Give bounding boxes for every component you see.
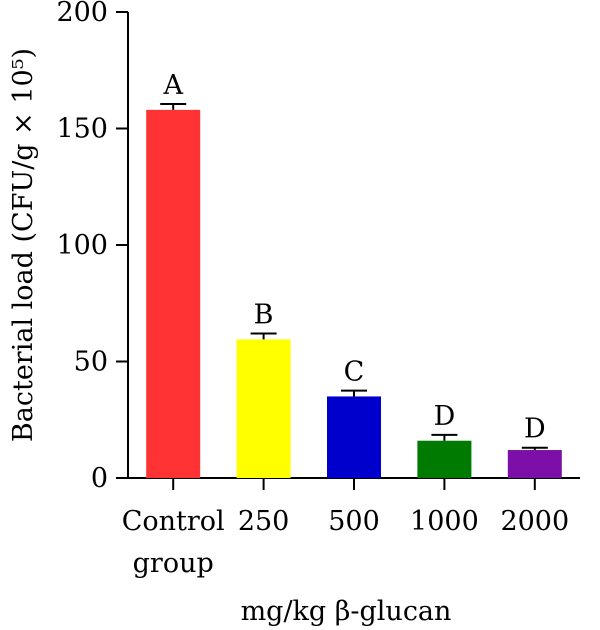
x-axis: Control group 250 500 1000 2000 — [122, 477, 580, 579]
x-tick-label: group — [133, 548, 214, 579]
y-tick-label: 200 — [56, 0, 108, 28]
x-axis-title: mg/kg β-glucan — [241, 596, 452, 627]
x-tick-label: 2000 — [500, 506, 569, 537]
bar — [146, 109, 201, 479]
x-tick-label: 250 — [238, 506, 290, 537]
y-axis: 0 50 100 150 200 — [56, 0, 129, 494]
bars-group: A B C D D — [146, 70, 562, 479]
x-tick-label: 500 — [328, 506, 380, 537]
y-tick-label: 100 — [56, 230, 108, 261]
group-label: A — [162, 70, 183, 101]
group-label: C — [344, 357, 365, 388]
group-label: D — [524, 414, 546, 445]
y-tick-label: 50 — [74, 347, 108, 378]
y-axis-title: Bacterial load (CFU/g × 10⁵) — [8, 48, 39, 442]
bar — [327, 396, 381, 478]
group-label: B — [254, 300, 274, 331]
bar — [236, 339, 291, 478]
x-tick-label: 1000 — [410, 506, 479, 537]
y-tick-label: 150 — [56, 114, 108, 145]
bar — [417, 440, 472, 478]
bar — [507, 450, 562, 478]
x-tick-label: Control — [122, 506, 225, 537]
y-tick-label: 0 — [91, 463, 108, 494]
group-label: D — [434, 401, 456, 432]
